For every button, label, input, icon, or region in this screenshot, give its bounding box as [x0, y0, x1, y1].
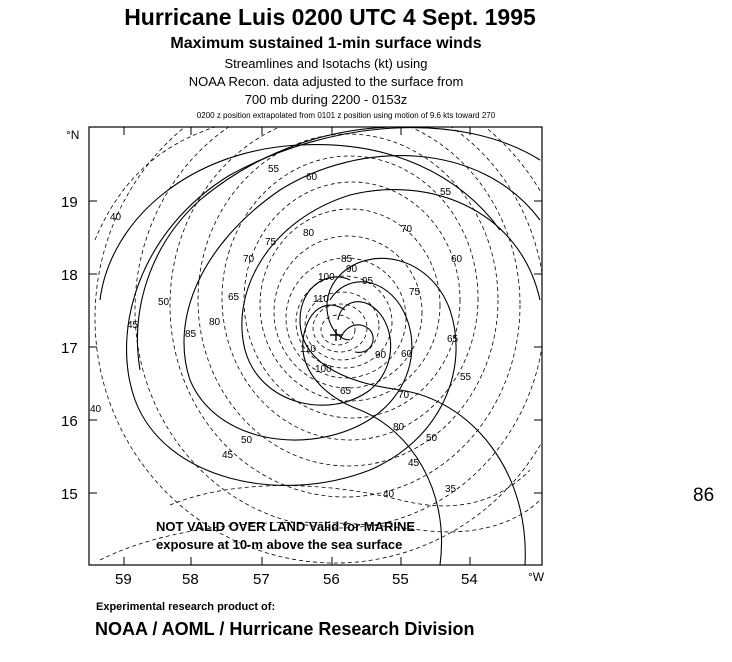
- isotach-label: 60: [306, 172, 318, 183]
- tick-marks: [89, 127, 542, 565]
- lat-tick-label: 18: [61, 267, 78, 284]
- isotach-label: 45: [127, 320, 139, 331]
- lon-unit-label: °W: [528, 570, 545, 584]
- isotach-label: 50: [241, 435, 253, 446]
- isotach-label: 45: [408, 458, 420, 469]
- isotach-label: 40: [110, 212, 122, 223]
- side-label: 86: [693, 485, 715, 506]
- description-line-1: Streamlines and Isotachs (kt) using: [224, 56, 428, 71]
- isotach-label: 85: [185, 329, 197, 340]
- lon-tick-label: 56: [323, 571, 340, 588]
- isotach-label: 60: [451, 254, 463, 265]
- isotach-label: 75: [409, 287, 421, 298]
- isotach-label: 40: [383, 489, 395, 500]
- isotach-label: 100: [318, 272, 335, 283]
- isotach-label: 60: [401, 349, 413, 360]
- storm-center-icon: [330, 329, 342, 341]
- credit-small: Experimental research product of:: [96, 601, 276, 613]
- isotach-label: 80: [303, 228, 315, 239]
- chart-subtitle: Maximum sustained 1-min surface winds: [170, 35, 482, 52]
- isotach-label: 90: [375, 350, 387, 361]
- isotach-label: 35: [445, 484, 457, 495]
- description-line-3: 700 mb during 2200 - 0153z: [244, 92, 408, 107]
- isotach-label: 55: [440, 187, 452, 198]
- isotach-label: 90: [346, 264, 358, 275]
- isotach-label: 40: [90, 404, 102, 415]
- isotach-label: 65: [340, 386, 352, 397]
- isotach-label: 95: [362, 276, 374, 287]
- description-line-2: NOAA Recon. data adjusted to the surface…: [188, 74, 464, 89]
- position-note: 0200 z position extrapolated from 0101 z…: [196, 111, 496, 120]
- lat-tick-label: 15: [61, 486, 78, 503]
- lat-unit-label: °N: [66, 128, 79, 142]
- validity-note-line-1: NOT VALID OVER LAND Valid for MARINE: [156, 519, 415, 534]
- lon-tick-label: 59: [115, 571, 132, 588]
- isotach-label: 70: [401, 224, 413, 235]
- isotach-label: 110: [300, 344, 316, 355]
- isotach-label: 85: [341, 254, 353, 265]
- isotach-label: 50: [426, 433, 438, 444]
- isotach-label: 110: [313, 294, 329, 305]
- isotach-label: 50: [158, 297, 170, 308]
- lat-tick-label: 16: [61, 413, 78, 430]
- streamlines: [99, 127, 541, 565]
- isotach-label: 45: [222, 450, 234, 461]
- credit-large: NOAA / AOML / Hurricane Research Divisio…: [95, 619, 475, 639]
- isotach-label: 55: [268, 164, 280, 175]
- lon-tick-label: 55: [392, 571, 409, 588]
- validity-note-line-2: exposure at 10-m above the sea surface: [156, 537, 402, 552]
- lat-tick-label: 17: [61, 340, 78, 357]
- chart-title: Hurricane Luis 0200 UTC 4 Sept. 1995: [124, 4, 536, 30]
- isotach-label: 65: [228, 292, 240, 303]
- isotach-label: 80: [393, 422, 405, 433]
- isotachs: [94, 127, 542, 564]
- isotach-label: 80: [209, 317, 221, 328]
- isotach-label: 100: [315, 364, 332, 375]
- lon-tick-label: 57: [253, 571, 270, 588]
- isotach-label: 65: [447, 334, 459, 345]
- isotach-label: 75: [265, 237, 277, 248]
- lon-tick-label: 58: [182, 571, 199, 588]
- lon-tick-label: 54: [461, 571, 478, 588]
- isotach-label: 55: [460, 372, 472, 383]
- isotach-label: 70: [398, 390, 410, 401]
- lat-tick-label: 19: [61, 194, 78, 211]
- isotach-label: 70: [243, 254, 255, 265]
